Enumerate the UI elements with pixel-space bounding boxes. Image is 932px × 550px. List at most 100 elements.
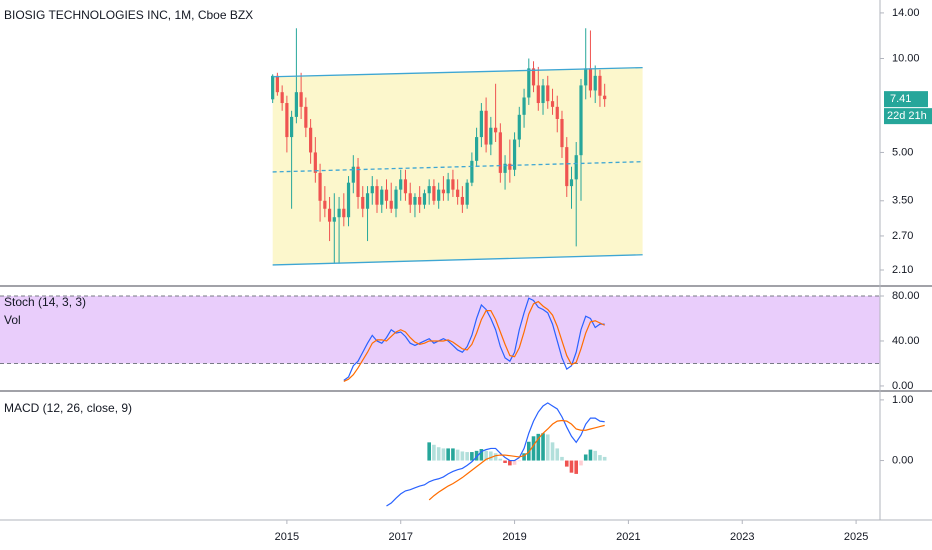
y-tick-label: 10.00 (892, 52, 920, 64)
histogram-bar (451, 448, 455, 461)
candle-body (351, 166, 355, 183)
y-tick-label: 0.00 (892, 380, 913, 392)
candle-body (342, 208, 346, 218)
last-price-label: 7.41 (890, 93, 911, 105)
candle-body (394, 189, 398, 209)
histogram-bar (560, 456, 564, 461)
histogram-bar (555, 448, 560, 461)
candle-body (565, 147, 569, 187)
candle-body (399, 179, 403, 190)
histogram-bar (602, 456, 607, 461)
candle-body (465, 182, 469, 205)
histogram-bar (569, 460, 574, 473)
histogram-bar (564, 460, 569, 467)
histogram-bar (574, 460, 579, 474)
candle-body (389, 200, 393, 209)
channel-line (272, 66, 643, 78)
histogram-bar (588, 449, 593, 461)
candle-body (593, 75, 597, 91)
candle-body (441, 189, 446, 194)
mark-layer (271, 28, 643, 507)
histogram-bar (479, 449, 484, 461)
indicator-subtitle: Vol (4, 313, 21, 327)
candle-body (598, 75, 602, 96)
histogram-bar (441, 448, 446, 461)
candle-body (309, 127, 313, 153)
x-tick-label: 2023 (730, 531, 754, 543)
channel-line (272, 161, 643, 173)
candle-body (437, 189, 441, 201)
candle-body (304, 106, 308, 128)
candle-body (413, 196, 417, 205)
histogram-bar (498, 458, 503, 461)
candle-body (579, 85, 583, 156)
series-line (343, 300, 605, 382)
countdown-label: 22d 21h (887, 110, 927, 122)
candle-body (588, 68, 593, 91)
candle-body (560, 118, 564, 148)
x-tick-label: 2021 (616, 531, 640, 543)
candle-body (375, 186, 379, 205)
y-tick-label: 3.50 (892, 195, 913, 207)
candle-body (451, 179, 455, 190)
candle-body (323, 200, 327, 209)
histogram-bar (493, 453, 498, 461)
candle-body (531, 68, 536, 86)
y-tick-label: 14.00 (892, 7, 920, 19)
candle-body (456, 189, 460, 197)
y-tick-label: 40.00 (892, 335, 920, 347)
x-tick-label: 2025 (844, 531, 868, 543)
candle-body (470, 160, 474, 183)
candle-body (550, 101, 555, 107)
candle-body (275, 75, 279, 93)
histogram-bar (512, 460, 517, 465)
candle-body (432, 186, 436, 201)
histogram-bar (427, 442, 431, 461)
y-tick-label: 1.00 (892, 394, 913, 406)
candle-body (555, 106, 559, 119)
histogram-bar (436, 447, 441, 461)
x-tick-label: 2015 (275, 531, 299, 543)
indicator-title: MACD (12, 26, close, 9) (4, 401, 132, 415)
candle-body (370, 186, 374, 194)
candle-body (489, 127, 493, 145)
y-tick-label: 2.10 (892, 264, 913, 276)
histogram-bar (446, 448, 450, 461)
y-tick-label: 5.00 (892, 146, 913, 158)
candle-body (280, 92, 284, 104)
y-tick-label: 80.00 (892, 290, 920, 302)
candle-body (546, 85, 550, 102)
x-tick-label: 2019 (502, 531, 526, 543)
histogram-bar (579, 460, 583, 466)
y-tick-label: 0.00 (892, 454, 913, 466)
candle-body (384, 189, 389, 201)
channel-line (272, 254, 643, 266)
candle-body (271, 75, 275, 100)
candle-body (408, 193, 412, 205)
histogram-bar (522, 453, 526, 461)
series-line (386, 402, 605, 507)
candle-body (427, 186, 431, 194)
candle-body (512, 139, 517, 170)
histogram-bar (470, 452, 474, 461)
candle-body (446, 179, 450, 194)
histogram-bar (474, 450, 479, 461)
candle-body (479, 110, 483, 138)
histogram-bar (536, 433, 541, 461)
candle-body (380, 189, 384, 205)
histogram-bar (541, 433, 545, 461)
countdown-box (884, 108, 932, 125)
candle-body (327, 208, 332, 222)
candle-body (361, 196, 365, 209)
candle-body (313, 152, 317, 173)
indicator-title: Stoch (14, 3, 3) (4, 295, 86, 309)
candle-body (569, 179, 574, 187)
candle-body (418, 196, 422, 205)
histogram-bar (489, 451, 493, 461)
chart-title: BIOSIG TECHNOLOGIES INC, 1M, Cboe BZX (4, 8, 253, 22)
y-tick-label: 2.70 (892, 230, 913, 242)
candle-body (522, 97, 526, 115)
histogram-bar (508, 460, 512, 466)
candle-body (603, 95, 607, 100)
histogram-bar (503, 460, 507, 463)
